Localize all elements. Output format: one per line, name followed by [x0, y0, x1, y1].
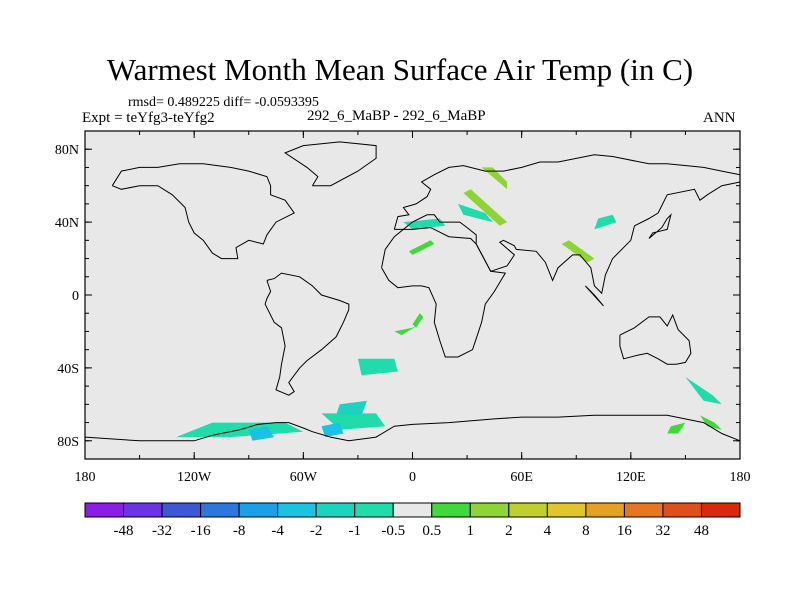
x-tick-label: 180 — [75, 470, 96, 485]
colorbar-box — [546, 502, 587, 518]
anomaly-patch — [248, 426, 275, 441]
colorbar-box — [392, 502, 433, 518]
x-tick-label: 0 — [409, 470, 416, 485]
anomaly-patch — [321, 422, 344, 438]
colorbar-box — [200, 502, 240, 518]
colorbar-box — [662, 502, 702, 518]
colorbar-label: -48 — [114, 523, 134, 539]
anomaly-patch — [685, 377, 722, 405]
colorbar-box — [469, 502, 510, 518]
colorbar-label: 32 — [655, 523, 670, 539]
colorbar-box — [161, 502, 202, 518]
coastline — [381, 227, 507, 358]
chart-title: Warmest Month Mean Surface Air Temp (in … — [106, 52, 694, 87]
anomaly-patch — [463, 189, 508, 226]
colorbar-box — [508, 502, 548, 518]
anomaly-patch — [458, 203, 493, 223]
colorbar-label: -0.5 — [381, 523, 405, 539]
colorbar-box — [585, 502, 625, 518]
colorbar-label: -2 — [310, 523, 323, 539]
colorbar-box — [700, 502, 741, 518]
anomaly-patch — [412, 313, 424, 328]
x-tick-label: 120W — [177, 470, 212, 485]
anomaly-patch — [700, 415, 722, 430]
anomaly-patch — [594, 214, 617, 230]
y-tick-label: 0 — [72, 289, 79, 304]
colorbar-box — [123, 502, 163, 518]
coastline — [393, 154, 741, 230]
colorbar-box — [623, 502, 664, 518]
colorbar-label: 2 — [505, 523, 513, 539]
coastline — [619, 313, 692, 365]
y-tick-label: 40N — [55, 216, 79, 231]
colorbar-label: 4 — [544, 523, 552, 539]
coastline — [648, 213, 672, 239]
anomaly-patch — [561, 240, 595, 263]
center-label: 292_6_MaBP - 292_6_MaBP — [307, 108, 486, 124]
colorbar-box — [354, 502, 394, 518]
coastline — [394, 181, 741, 295]
colorbar-label: -8 — [233, 523, 246, 539]
anomaly-patch — [408, 240, 435, 255]
colorbar-label: -1 — [348, 523, 361, 539]
coastline — [264, 272, 350, 396]
colorbar-label: -16 — [191, 523, 211, 539]
y-tick-label: 80S — [57, 435, 79, 450]
colorbar-label: -4 — [271, 523, 284, 539]
x-tick-label: 180 — [730, 470, 751, 485]
colorbar-label: 8 — [582, 523, 590, 539]
anomaly-patch — [481, 167, 508, 190]
anomaly-patch — [336, 400, 367, 416]
x-tick-label: 60W — [290, 470, 318, 485]
colorbar-box — [84, 502, 125, 518]
colorbar-box — [277, 502, 317, 518]
anomaly-patch — [357, 358, 398, 376]
coastline — [84, 414, 741, 442]
x-tick-label: 60E — [510, 470, 533, 485]
colorbar-label: 16 — [617, 523, 633, 539]
colorbar-label: -32 — [152, 523, 172, 539]
colorbar-box — [431, 502, 471, 518]
anomaly-patch — [394, 324, 420, 336]
y-tick-label: 40S — [57, 362, 79, 377]
season-label: ANN — [703, 110, 736, 126]
experiment-label: Expt = teYfg3-teYfg2 — [82, 110, 215, 126]
plot-background — [85, 131, 740, 459]
stats-label: rmsd= 0.489225 diff= -0.0593395 — [128, 95, 319, 110]
colorbar-label: 0.5 — [422, 523, 441, 539]
colorbar-box — [238, 502, 279, 518]
colorbar-box — [315, 502, 356, 518]
x-tick-label: 120E — [616, 470, 646, 485]
coastline — [111, 163, 295, 260]
y-tick-label: 80N — [55, 143, 79, 158]
coastline — [584, 285, 604, 307]
coastline — [284, 141, 377, 187]
anomaly-patch — [667, 422, 686, 434]
colorbar-label: 1 — [467, 523, 475, 539]
colorbar-label: 48 — [694, 523, 709, 539]
